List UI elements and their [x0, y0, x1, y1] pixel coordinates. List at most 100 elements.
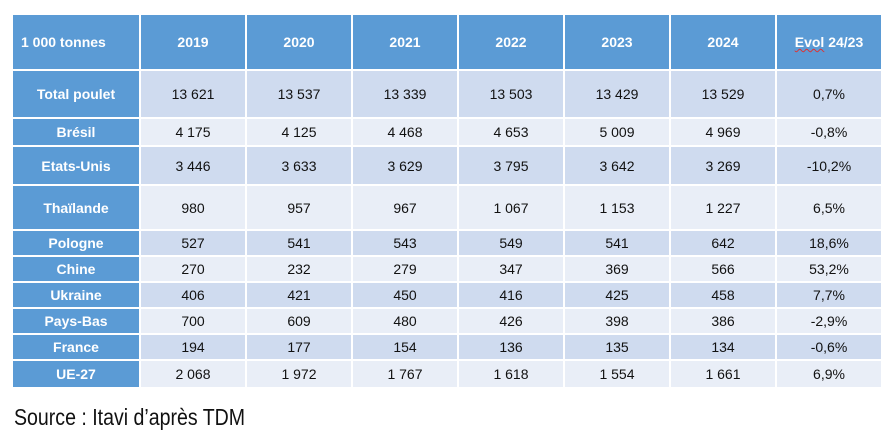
- value-cell: 425: [565, 283, 669, 307]
- value-cell: 543: [353, 231, 457, 255]
- table-row: Etats-Unis 3 446 3 633 3 629 3 795 3 642 3 269…: [13, 147, 881, 184]
- value-cell: 458: [671, 283, 775, 307]
- value-cell: 4 468: [353, 119, 457, 145]
- value-cell: 541: [247, 231, 351, 255]
- evol-cell: -2,9%: [777, 309, 881, 333]
- header-row: 1 000 tonnes 2019 2020 2021 2022 2023 20…: [13, 15, 881, 69]
- value-cell: 1 153: [565, 186, 669, 229]
- value-cell: 13 621: [141, 71, 245, 117]
- value-cell: 642: [671, 231, 775, 255]
- value-cell: 194: [141, 335, 245, 359]
- value-cell: 135: [565, 335, 669, 359]
- year-header: 2023: [565, 15, 669, 69]
- value-cell: 967: [353, 186, 457, 229]
- value-cell: 3 642: [565, 147, 669, 184]
- value-cell: 232: [247, 257, 351, 281]
- value-cell: 154: [353, 335, 457, 359]
- value-cell: 1 972: [247, 361, 351, 387]
- value-cell: 980: [141, 186, 245, 229]
- value-cell: 957: [247, 186, 351, 229]
- value-cell: 700: [141, 309, 245, 333]
- value-cell: 1 661: [671, 361, 775, 387]
- evol-cell: 0,7%: [777, 71, 881, 117]
- value-cell: 3 446: [141, 147, 245, 184]
- value-cell: 13 529: [671, 71, 775, 117]
- value-cell: 450: [353, 283, 457, 307]
- value-cell: 1 767: [353, 361, 457, 387]
- evol-cell: -10,2%: [777, 147, 881, 184]
- value-cell: 177: [247, 335, 351, 359]
- evol-cell: 7,7%: [777, 283, 881, 307]
- value-cell: 3 269: [671, 147, 775, 184]
- row-label: UE-27: [13, 361, 139, 387]
- production-table: 1 000 tonnes 2019 2020 2021 2022 2023 20…: [11, 13, 883, 389]
- value-cell: 480: [353, 309, 457, 333]
- row-label: Total poulet: [13, 71, 139, 117]
- evol-cell: -0,8%: [777, 119, 881, 145]
- evol-cell: 6,9%: [777, 361, 881, 387]
- unit-header: 1 000 tonnes: [13, 15, 139, 69]
- table-row: UE-27 2 068 1 972 1 767 1 618 1 554 1 661 6,9%: [13, 361, 881, 387]
- value-cell: 134: [671, 335, 775, 359]
- value-cell: 13 429: [565, 71, 669, 117]
- value-cell: 5 009: [565, 119, 669, 145]
- table-row: Pologne 527 541 543 549 541 642 18,6%: [13, 231, 881, 255]
- value-cell: 136: [459, 335, 563, 359]
- value-cell: 369: [565, 257, 669, 281]
- value-cell: 13 503: [459, 71, 563, 117]
- value-cell: 541: [565, 231, 669, 255]
- year-header: 2022: [459, 15, 563, 69]
- row-label: Ukraine: [13, 283, 139, 307]
- row-label: France: [13, 335, 139, 359]
- evol-header: Evol 24/23: [777, 15, 881, 69]
- value-cell: 3 795: [459, 147, 563, 184]
- table-row: France 194 177 154 136 135 134 -0,6%: [13, 335, 881, 359]
- year-header: 2019: [141, 15, 245, 69]
- value-cell: 1 618: [459, 361, 563, 387]
- value-cell: 3 629: [353, 147, 457, 184]
- row-label: Pologne: [13, 231, 139, 255]
- value-cell: 527: [141, 231, 245, 255]
- value-cell: 4 653: [459, 119, 563, 145]
- year-header: 2024: [671, 15, 775, 69]
- year-header: 2021: [353, 15, 457, 69]
- value-cell: 279: [353, 257, 457, 281]
- row-label: Chine: [13, 257, 139, 281]
- value-cell: 13 537: [247, 71, 351, 117]
- value-cell: 347: [459, 257, 563, 281]
- value-cell: 1 554: [565, 361, 669, 387]
- table-row: Pays-Bas 700 609 480 426 398 386 -2,9%: [13, 309, 881, 333]
- value-cell: 13 339: [353, 71, 457, 117]
- value-cell: 4 125: [247, 119, 351, 145]
- table-row: Chine 270 232 279 347 369 566 53,2%: [13, 257, 881, 281]
- evol-header-rest: 24/23: [824, 34, 864, 50]
- value-cell: 1 227: [671, 186, 775, 229]
- table-row: Total poulet 13 621 13 537 13 339 13 503 13 4…: [13, 71, 881, 117]
- value-cell: 398: [565, 309, 669, 333]
- value-cell: 421: [247, 283, 351, 307]
- evol-cell: 18,6%: [777, 231, 881, 255]
- row-label: Pays-Bas: [13, 309, 139, 333]
- value-cell: 566: [671, 257, 775, 281]
- evol-cell: -0,6%: [777, 335, 881, 359]
- value-cell: 386: [671, 309, 775, 333]
- value-cell: 3 633: [247, 147, 351, 184]
- evol-cell: 6,5%: [777, 186, 881, 229]
- table-row: Brésil 4 175 4 125 4 468 4 653 5 009 4 969 -0,8…: [13, 119, 881, 145]
- value-cell: 270: [141, 257, 245, 281]
- year-header: 2020: [247, 15, 351, 69]
- value-cell: 416: [459, 283, 563, 307]
- value-cell: 406: [141, 283, 245, 307]
- evol-cell: 53,2%: [777, 257, 881, 281]
- table-row: Ukraine 406 421 450 416 425 458 7,7%: [13, 283, 881, 307]
- source-note: Source : Itavi d’après TDM: [14, 404, 246, 430]
- value-cell: 549: [459, 231, 563, 255]
- value-cell: 609: [247, 309, 351, 333]
- value-cell: 1 067: [459, 186, 563, 229]
- value-cell: 426: [459, 309, 563, 333]
- row-label: Brésil: [13, 119, 139, 145]
- value-cell: 4 175: [141, 119, 245, 145]
- value-cell: 2 068: [141, 361, 245, 387]
- row-label: Thaïlande: [13, 186, 139, 229]
- table-row: Thaïlande 980 957 967 1 067 1 153 1 227 6,5%: [13, 186, 881, 229]
